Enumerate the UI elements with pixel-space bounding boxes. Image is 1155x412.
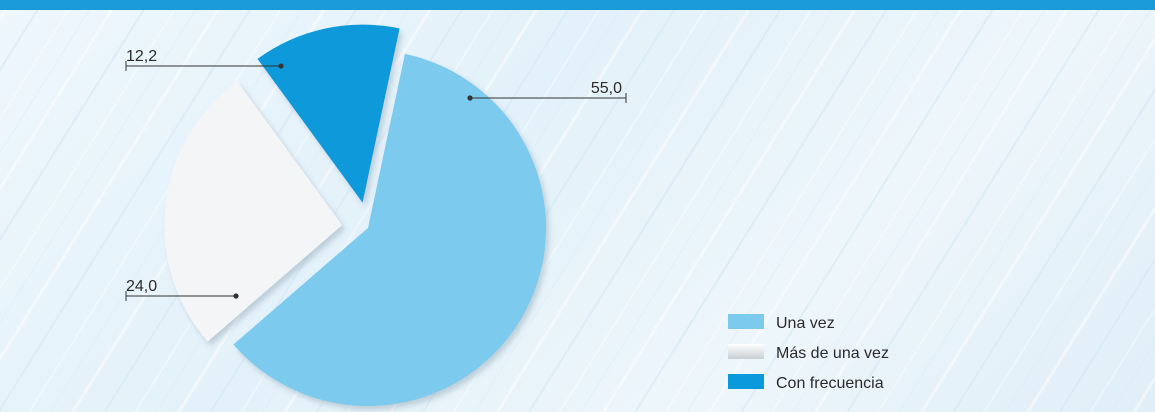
leader-dot <box>233 293 239 299</box>
legend-swatch <box>728 344 764 359</box>
header-bar <box>0 0 1155 10</box>
legend-swatch <box>728 374 764 389</box>
data-label: 24,0 <box>126 278 157 295</box>
legend-label: Con frecuencia <box>776 375 884 392</box>
legend-swatch <box>728 314 764 329</box>
pie-slice-m-s-de-una-vez <box>164 81 343 342</box>
data-label: 55,0 <box>591 80 622 97</box>
leader-dot <box>467 95 473 101</box>
leader-dot <box>278 63 284 69</box>
pie-slice-una-vez <box>233 53 546 406</box>
legend-label: Más de una vez <box>776 345 889 362</box>
data-label: 12,2 <box>126 48 157 65</box>
legend-label: Una vez <box>776 315 835 332</box>
pie-slice-con-frecuencia <box>257 24 400 203</box>
